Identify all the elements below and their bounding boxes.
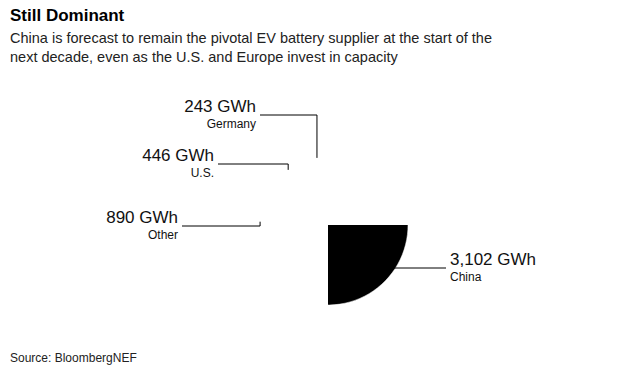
leader-line [218,164,288,170]
slice [328,225,408,305]
category-label: U.S. [191,166,214,180]
chart: Still Dominant China is forecast to remai… [0,0,624,380]
data-label: 446 GWh [142,146,214,165]
subtitle: next decade, even as the U.S. and Europe… [10,49,398,65]
category-label: China [450,270,482,284]
title: Still Dominant [10,6,125,25]
data-label: 243 GWh [184,97,256,116]
category-label: Other [148,228,178,242]
labels: 3,102 GWhChina 890 GWhOther 446 GWhU.S. 243… [106,97,536,284]
data-label: 3,102 GWh [450,250,536,269]
data-label: 890 GWh [106,208,178,227]
leader-line [387,258,446,268]
source: Source: BloombergNEF [10,351,137,365]
leader-line [182,222,260,226]
category-label: Germany [207,117,256,131]
subtitle: China is forecast to remain the pivotal … [10,30,492,46]
pie [328,225,408,305]
leader-line [260,115,317,158]
